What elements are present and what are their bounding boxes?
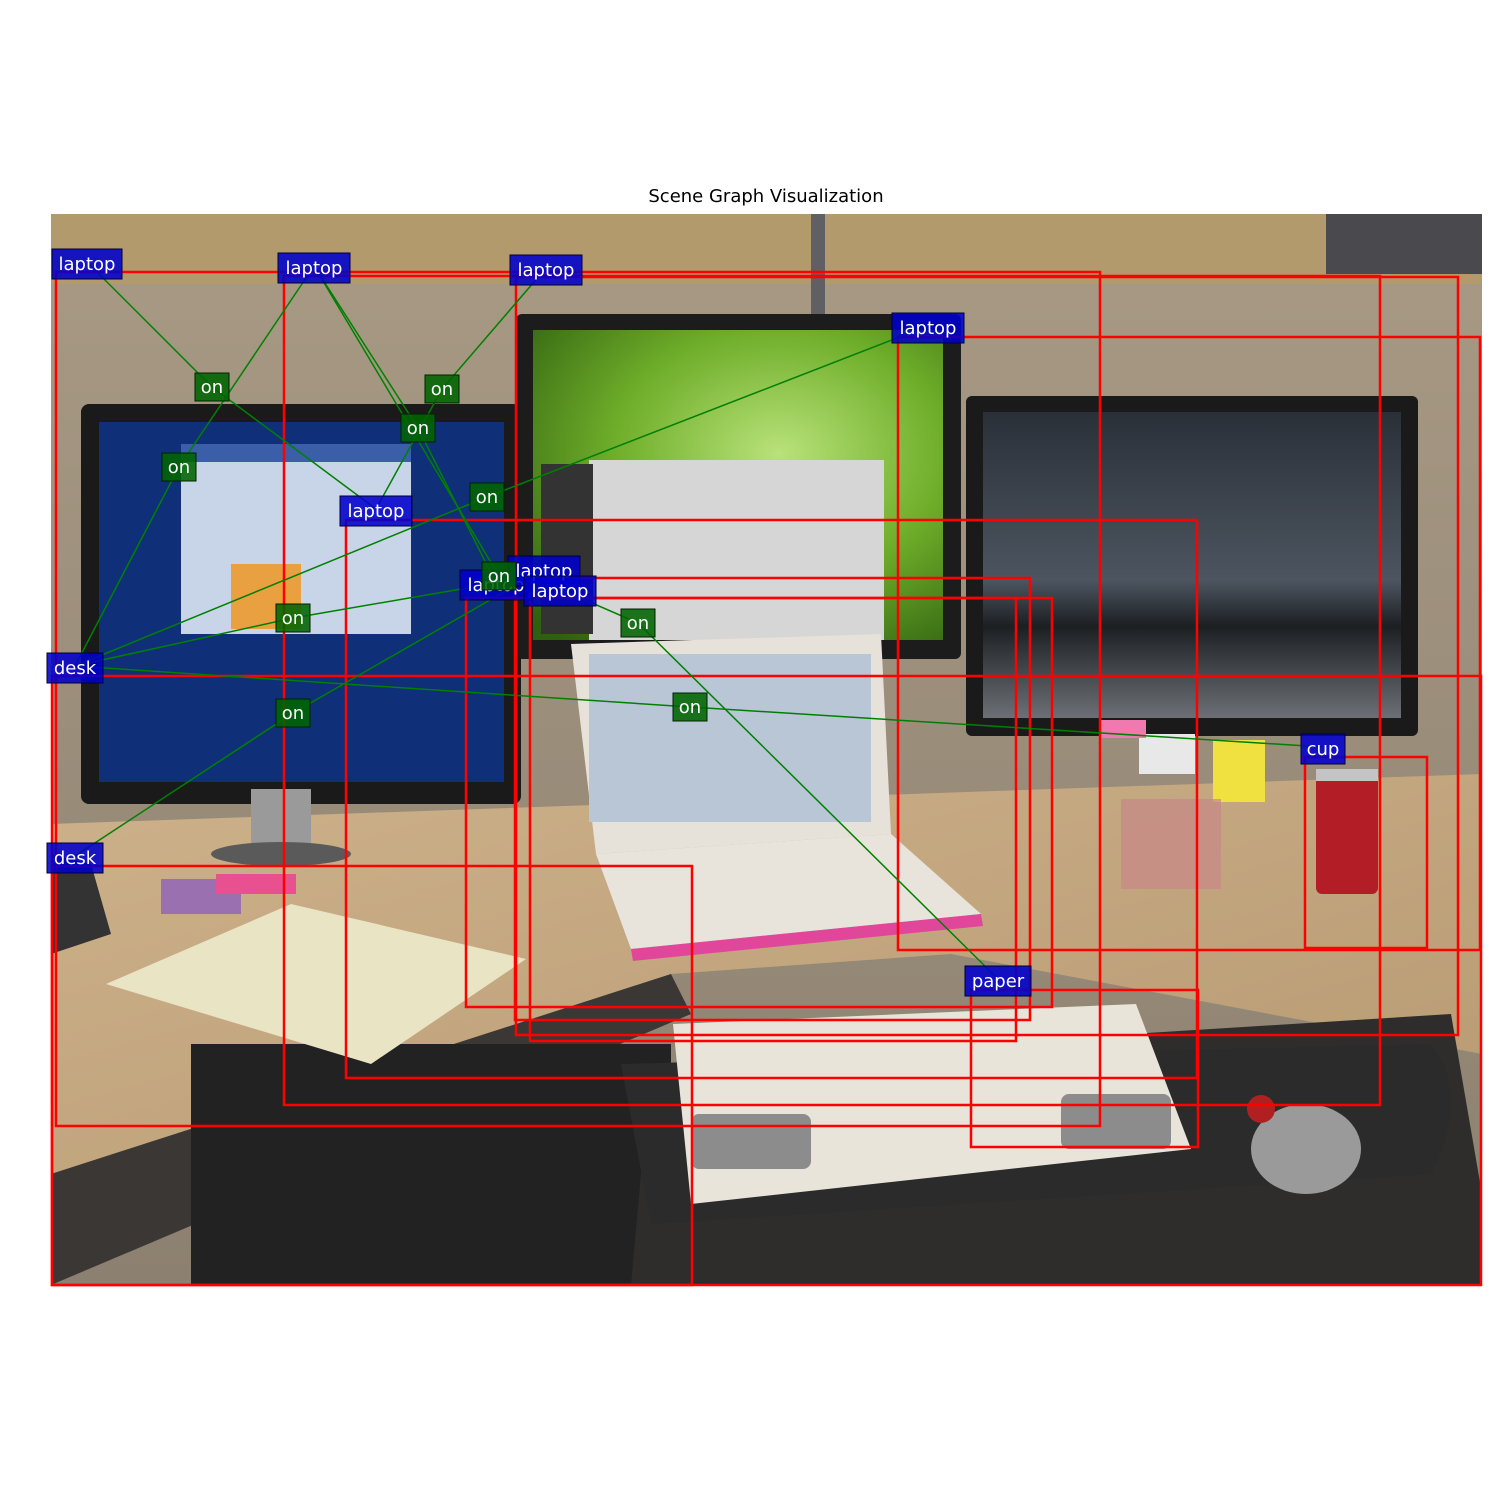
page-title: Scene Graph Visualization bbox=[648, 186, 884, 207]
office-desk-photo bbox=[51, 214, 1482, 1285]
scene-photo bbox=[51, 214, 1482, 1285]
